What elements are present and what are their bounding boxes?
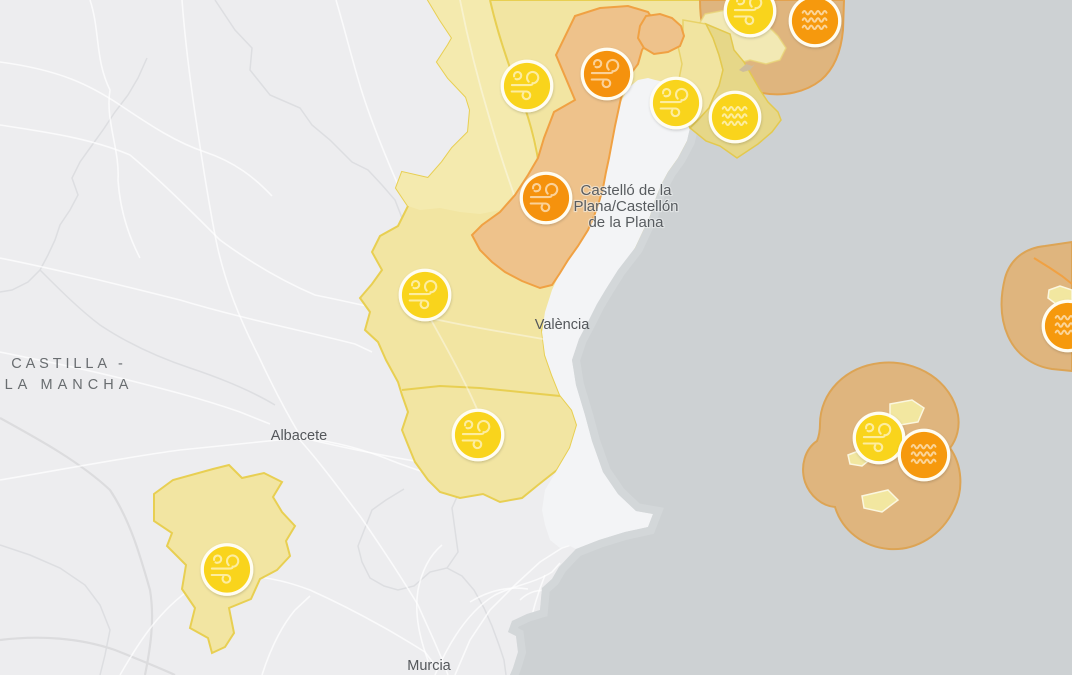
svg-text:LA MANCHA: LA MANCHA bbox=[5, 377, 134, 393]
svg-text:Albacete: Albacete bbox=[271, 428, 327, 444]
svg-text:Plana/Castellón: Plana/Castellón bbox=[573, 198, 678, 215]
svg-text:CASTILLA -: CASTILLA - bbox=[11, 356, 127, 372]
svg-text:Murcia: Murcia bbox=[407, 658, 451, 674]
svg-text:València: València bbox=[535, 317, 590, 333]
svg-text:de la Plana: de la Plana bbox=[588, 214, 664, 231]
svg-text:Castelló de la: Castelló de la bbox=[581, 182, 673, 199]
